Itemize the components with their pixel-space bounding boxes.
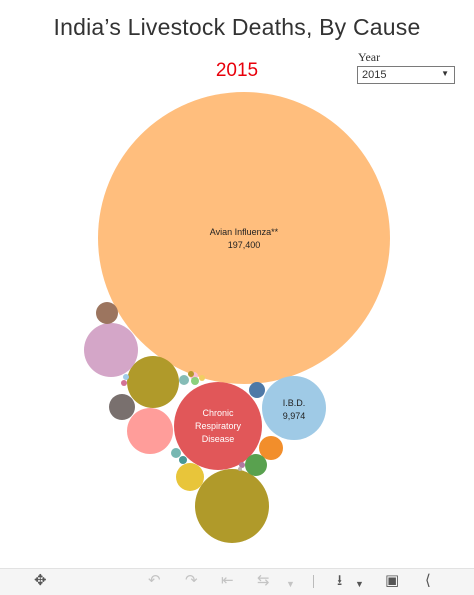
bubble[interactable] bbox=[171, 448, 181, 458]
year-filter-label: Year bbox=[358, 50, 381, 64]
undo-icon[interactable]: ↶ bbox=[148, 572, 161, 589]
bubble[interactable] bbox=[191, 377, 199, 385]
year-heading: 2015 bbox=[215, 60, 259, 81]
bubble[interactable] bbox=[96, 302, 118, 324]
bubble-label: Respiratory bbox=[195, 421, 242, 431]
year-select[interactable]: 2015 ▼ bbox=[357, 66, 455, 84]
bubble-avian-influenza[interactable] bbox=[98, 92, 390, 384]
refresh-icon[interactable]: ⇆ bbox=[257, 572, 270, 589]
bubble[interactable] bbox=[188, 371, 194, 377]
bubble-label: Disease bbox=[202, 434, 235, 444]
bubble-value-label: 9,974 bbox=[283, 411, 306, 421]
bubble-value-label: 197,400 bbox=[228, 240, 261, 250]
bubble-label: I.B.D. bbox=[283, 398, 306, 408]
viz-toolbar: ✥ ↶ ↷ ⇤ ⇆ ▼ ⭳ ▼ ▣ ⟨ bbox=[0, 568, 474, 595]
bubble-i-b-d[interactable] bbox=[262, 376, 326, 440]
move-icon[interactable]: ✥ bbox=[34, 572, 47, 589]
bubble[interactable] bbox=[176, 463, 204, 491]
revert-icon[interactable]: ⇤ bbox=[221, 572, 234, 589]
bubble-label: Chronic bbox=[202, 408, 234, 418]
bubble[interactable] bbox=[123, 374, 129, 380]
bubble[interactable] bbox=[127, 408, 173, 454]
bubble[interactable] bbox=[179, 375, 189, 385]
bubble[interactable] bbox=[239, 462, 245, 468]
download-icon[interactable]: ⭳ bbox=[337, 572, 343, 589]
chart-title: India’s Livestock Deaths, By Cause bbox=[53, 14, 421, 40]
bubble[interactable] bbox=[199, 375, 205, 381]
bubble[interactable] bbox=[195, 469, 269, 543]
bubble-label: Avian Influenza** bbox=[210, 227, 279, 237]
bubble[interactable] bbox=[249, 382, 265, 398]
bubble[interactable] bbox=[121, 380, 127, 386]
bubble[interactable] bbox=[109, 394, 135, 420]
caret-down-icon: ▼ bbox=[441, 69, 449, 78]
redo-icon[interactable]: ↷ bbox=[185, 572, 198, 589]
download-dropdown-icon[interactable]: ▼ bbox=[355, 579, 364, 589]
bubble[interactable] bbox=[127, 356, 179, 408]
fullscreen-icon[interactable]: ▣ bbox=[385, 572, 400, 589]
year-select-value: 2015 bbox=[362, 69, 387, 81]
toolbar-separator bbox=[313, 575, 314, 588]
bubble[interactable] bbox=[259, 436, 283, 460]
bubble-chart: Avian Influenza** 197,400 Chronic Respirato… bbox=[84, 92, 390, 543]
bubble[interactable] bbox=[84, 323, 138, 377]
bubble[interactable] bbox=[238, 467, 242, 471]
share-icon[interactable]: ⟨ bbox=[425, 572, 431, 589]
dropdown-icon[interactable]: ▼ bbox=[286, 579, 295, 589]
bubble[interactable] bbox=[179, 456, 187, 464]
bubble-chronic-respiratory-disease[interactable] bbox=[174, 382, 262, 470]
bubble[interactable] bbox=[245, 454, 267, 476]
